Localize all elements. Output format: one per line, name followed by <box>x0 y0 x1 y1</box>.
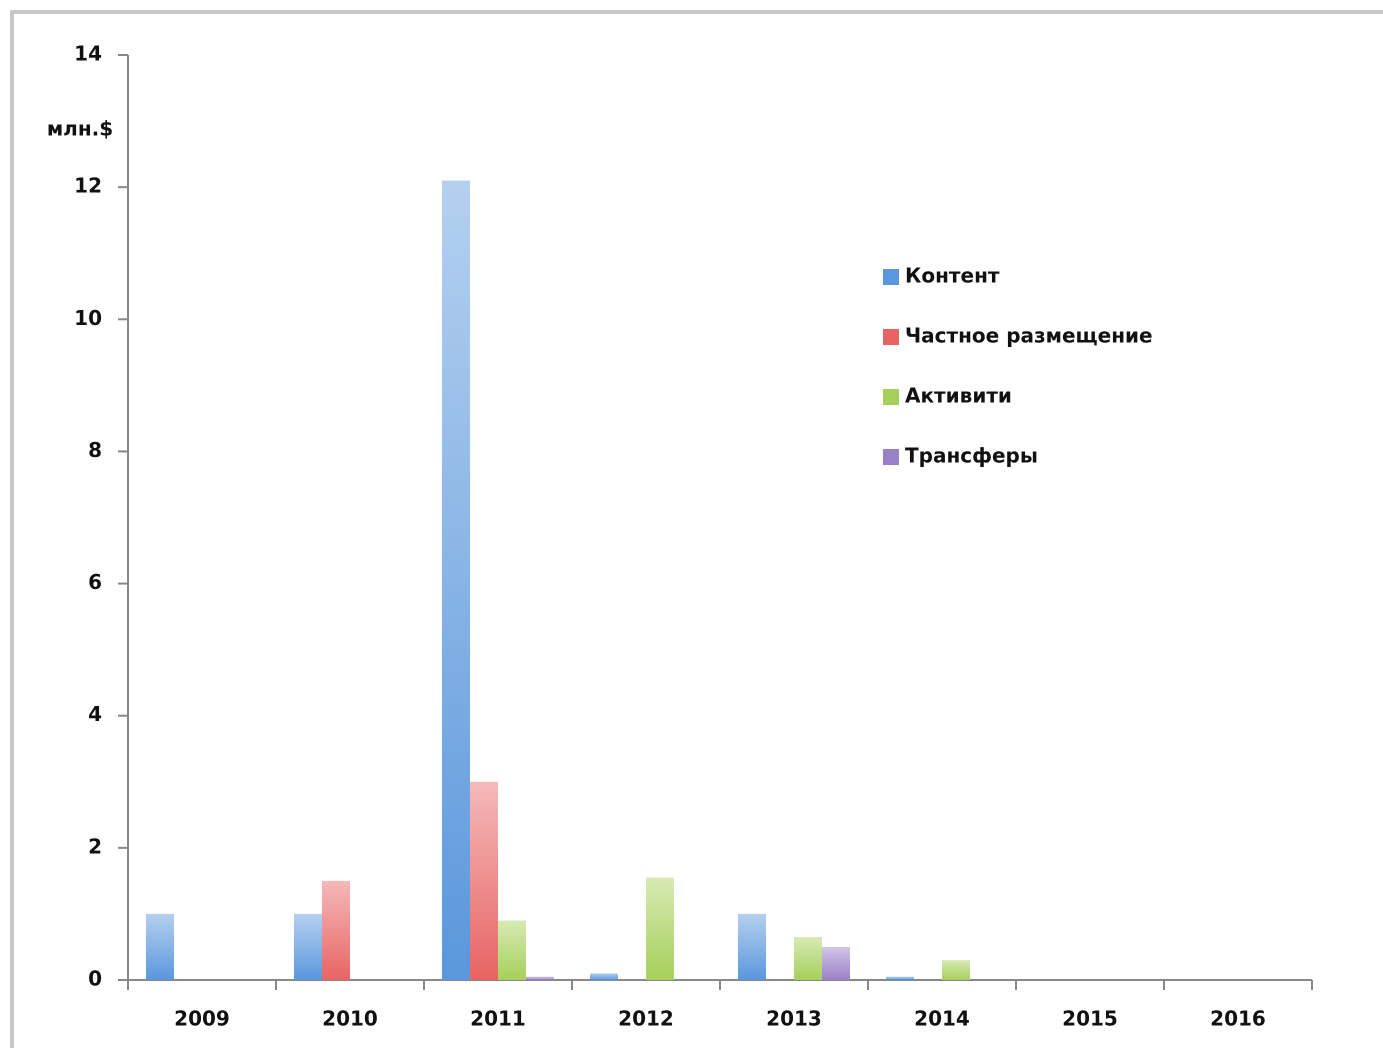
bar <box>822 946 850 980</box>
x-tick-label: 2016 <box>1210 1007 1266 1031</box>
bar <box>646 877 674 980</box>
y-tick-label: 8 <box>88 438 102 462</box>
bar <box>294 913 322 980</box>
legend-swatch <box>883 329 899 345</box>
bar <box>942 960 970 980</box>
y-tick-label: 4 <box>88 702 102 726</box>
legend-swatch <box>883 449 899 465</box>
x-tick-label: 2011 <box>470 1007 526 1031</box>
x-tick-label: 2014 <box>914 1007 970 1031</box>
legend-label: Частное размещение <box>905 324 1153 348</box>
y-tick-label: 2 <box>88 834 102 858</box>
x-tick-label: 2013 <box>766 1007 822 1031</box>
y-tick-label: 12 <box>74 174 102 198</box>
y-tick-label: 0 <box>88 967 102 991</box>
bar <box>498 920 526 980</box>
bar <box>322 880 350 980</box>
legend-swatch <box>883 389 899 405</box>
bar <box>146 913 174 980</box>
bar <box>442 180 470 981</box>
legend-label: Трансферы <box>905 444 1038 468</box>
x-tick-label: 2009 <box>174 1007 230 1031</box>
y-tick-label: 6 <box>88 570 102 594</box>
bar <box>526 976 554 980</box>
legend-label: Контент <box>905 264 1000 288</box>
bar <box>590 973 618 980</box>
bar <box>470 781 498 980</box>
y-tick-label: 10 <box>74 306 102 330</box>
bar <box>738 913 766 980</box>
legend-swatch <box>883 269 899 285</box>
bar <box>886 976 914 980</box>
legend-label: Активити <box>905 384 1012 408</box>
x-tick-label: 2012 <box>618 1007 674 1031</box>
y-axis-label: млн.$ <box>47 117 113 141</box>
x-tick-label: 2015 <box>1062 1007 1118 1031</box>
bar <box>794 937 822 980</box>
chart-frame <box>10 10 1383 1048</box>
y-tick-label: 14 <box>74 42 102 66</box>
x-tick-label: 2010 <box>322 1007 378 1031</box>
